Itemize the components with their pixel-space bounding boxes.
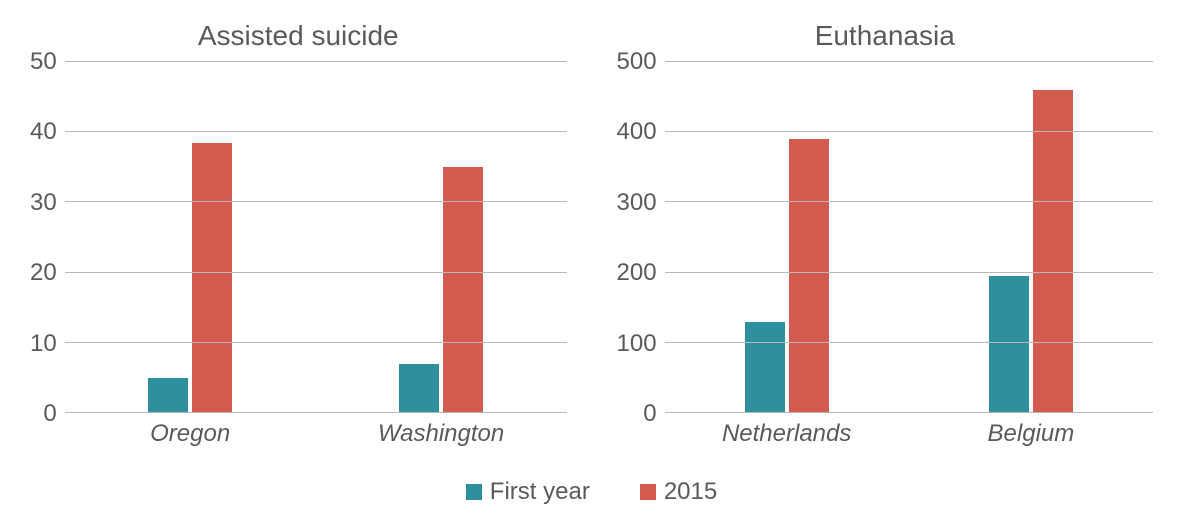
bar [745, 322, 785, 413]
gridline [665, 412, 1153, 413]
plot-area [665, 62, 1153, 414]
legend-swatch-icon [466, 484, 482, 500]
legend-item-2015: 2015 [640, 478, 717, 506]
gridline [665, 342, 1153, 343]
chart-title: Assisted suicide [30, 20, 567, 52]
gridline [65, 272, 567, 273]
legend-label: 2015 [664, 478, 717, 506]
gridline [665, 61, 1153, 62]
legend-item-first-year: First year [466, 478, 590, 506]
y-axis: 5004003002001000 [617, 62, 665, 414]
bar-group [65, 62, 316, 413]
legend-swatch-icon [640, 484, 656, 500]
chart-panel-assisted-suicide: Assisted suicide 50403020100 OregonWashi… [30, 20, 567, 448]
charts-container: Assisted suicide 50403020100 OregonWashi… [0, 0, 1183, 516]
gridline [665, 272, 1153, 273]
chart-panel-euthanasia: Euthanasia 5004003002001000 NetherlandsB… [617, 20, 1154, 448]
gridline [65, 131, 567, 132]
legend: First year 2015 [30, 478, 1153, 506]
bar [443, 167, 483, 413]
x-axis: OregonWashington [30, 420, 567, 448]
x-label: Netherlands [665, 420, 909, 448]
x-axis: NetherlandsBelgium [617, 420, 1154, 448]
bar [789, 139, 829, 413]
bar [989, 276, 1029, 413]
chart-title: Euthanasia [617, 20, 1154, 52]
y-axis: 50403020100 [30, 62, 65, 414]
bar-group [316, 62, 567, 413]
bar [399, 364, 439, 413]
plot-wrap: 5004003002001000 [617, 62, 1154, 414]
bars-layer [65, 62, 567, 413]
plot-wrap: 50403020100 [30, 62, 567, 414]
gridline [65, 201, 567, 202]
x-label: Washington [316, 420, 567, 448]
bar [1033, 90, 1073, 413]
x-label: Oregon [65, 420, 316, 448]
x-labels: OregonWashington [65, 420, 567, 448]
gridline [65, 412, 567, 413]
charts-row: Assisted suicide 50403020100 OregonWashi… [30, 20, 1153, 448]
gridline [65, 61, 567, 62]
bar-group [665, 62, 909, 413]
bar [148, 378, 188, 413]
gridline [665, 201, 1153, 202]
plot-area [65, 62, 567, 414]
x-labels: NetherlandsBelgium [665, 420, 1153, 448]
bars-layer [665, 62, 1153, 413]
x-label: Belgium [909, 420, 1153, 448]
legend-label: First year [490, 478, 590, 506]
gridline [665, 131, 1153, 132]
gridline [65, 342, 567, 343]
bar-group [909, 62, 1153, 413]
bar [192, 143, 232, 413]
